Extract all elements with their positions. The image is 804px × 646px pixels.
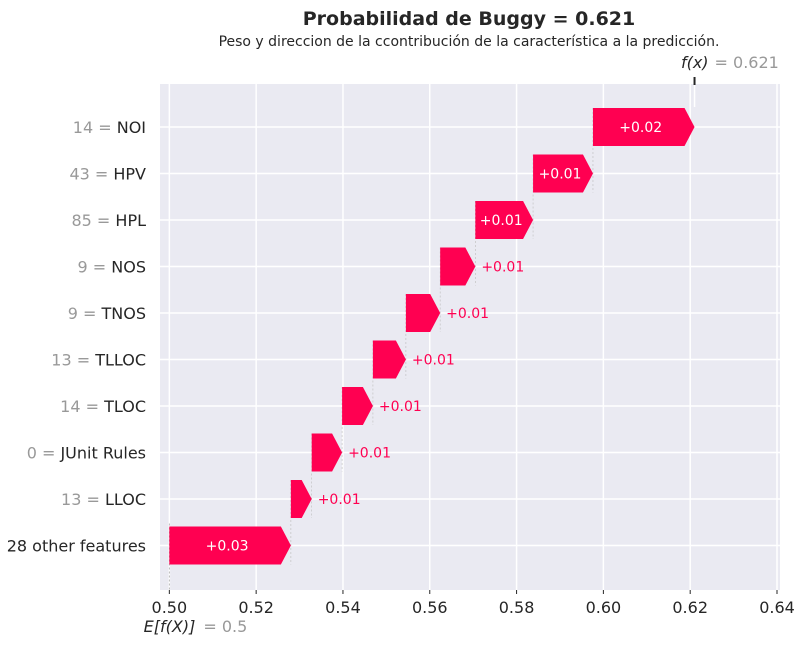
chart-title: Probabilidad de Buggy = 0.621 <box>303 8 636 30</box>
bar-hpv <box>533 154 593 193</box>
feature-name: LLOC <box>105 490 146 509</box>
bar-value-label: +0.01 <box>379 399 422 415</box>
feature-name: NOI <box>117 118 146 137</box>
bar-value-label: +0.02 <box>619 120 662 136</box>
bar-tlloc <box>372 340 406 379</box>
feature-name: NOS <box>111 258 146 277</box>
feature-label: 85 = HPL <box>71 211 146 230</box>
feature-name: TLLOC <box>94 351 146 370</box>
bar-value-label: +0.01 <box>318 492 361 508</box>
bar-tloc <box>342 387 373 425</box>
feature-label: 43 = HPV <box>69 165 146 184</box>
bar-value-label: +0.01 <box>446 306 489 322</box>
feature-value: 0 <box>27 444 37 463</box>
bar-junit-rules <box>311 433 343 472</box>
bar-nos <box>440 247 476 286</box>
feature-label: 14 = TLOC <box>60 397 146 416</box>
feature-value: 13 <box>61 490 81 509</box>
feature-name: 28 other features <box>7 537 146 556</box>
x-axis-ticks: 0.50 0.52 0.54 0.56 0.58 0.60 0.62 0.64 <box>152 590 795 617</box>
grid-lines <box>160 84 780 590</box>
x-tick-label: 0.52 <box>238 598 274 617</box>
feature-label: 9 = TNOS <box>68 304 146 323</box>
x-tick-label: 0.60 <box>586 598 622 617</box>
chart-subtitle: Peso y direccion de la ccontribución de … <box>219 34 720 50</box>
feature-labels: 14 = NOI 43 = HPV 85 = HPL 9 = NOS 9 = TNOS 1… <box>7 118 146 556</box>
feature-value: 14 <box>60 397 80 416</box>
feature-value: 9 <box>68 304 78 323</box>
feature-label: 14 = NOI <box>73 118 146 137</box>
feature-label: 28 other features <box>7 537 146 556</box>
feature-value: 43 <box>69 165 89 184</box>
bar-28-other-features <box>169 526 291 565</box>
bar-hpl <box>475 201 534 239</box>
bar-value-label: +0.01 <box>412 353 455 369</box>
output-label: f(x) <box>681 53 709 72</box>
feature-value: 9 <box>78 258 88 277</box>
bar-value-label: +0.01 <box>348 446 391 462</box>
feature-label: 13 = LLOC <box>61 490 146 509</box>
feature-label: 13 = TLLOC <box>51 351 146 370</box>
annotations: f(x) = 0.621 E[f(X)] = 0.5 <box>144 53 779 636</box>
bars: +0.02 +0.01 +0.01 +0.01 +0.01 +0.01 +0.01 +0.01… <box>169 108 695 565</box>
base-value-text: = 0.5 <box>203 617 247 636</box>
feature-name: JUnit Rules <box>59 444 146 463</box>
plot-area <box>160 84 780 590</box>
feature-name: TLOC <box>103 397 146 416</box>
x-tick-label: 0.62 <box>672 598 708 617</box>
feature-name: TNOS <box>101 304 147 323</box>
feature-label: 9 = NOS <box>78 258 146 277</box>
bar-noi <box>592 108 695 146</box>
feature-name: HPL <box>115 211 146 230</box>
x-tick-label: 0.50 <box>152 598 188 617</box>
bar-value-label: +0.01 <box>539 167 582 183</box>
bar-tnos <box>405 294 441 332</box>
feature-name: HPV <box>113 165 146 184</box>
output-value-text: = 0.621 <box>715 53 779 72</box>
bar-value-label: +0.01 <box>481 260 524 276</box>
x-tick-label: 0.54 <box>325 598 361 617</box>
base-label: E[f(X)] <box>144 617 196 636</box>
feature-label: 0 = JUnit Rules <box>27 444 146 463</box>
x-tick-label: 0.58 <box>499 598 535 617</box>
feature-value: 13 <box>51 351 71 370</box>
bar-value-label: +0.03 <box>206 539 249 555</box>
x-tick-label: 0.56 <box>412 598 448 617</box>
x-tick-label: 0.64 <box>759 598 795 617</box>
feature-value: 85 <box>71 211 91 230</box>
bar-value-label: +0.01 <box>480 213 523 229</box>
bar-lloc <box>290 480 312 518</box>
feature-value: 14 <box>73 118 93 137</box>
